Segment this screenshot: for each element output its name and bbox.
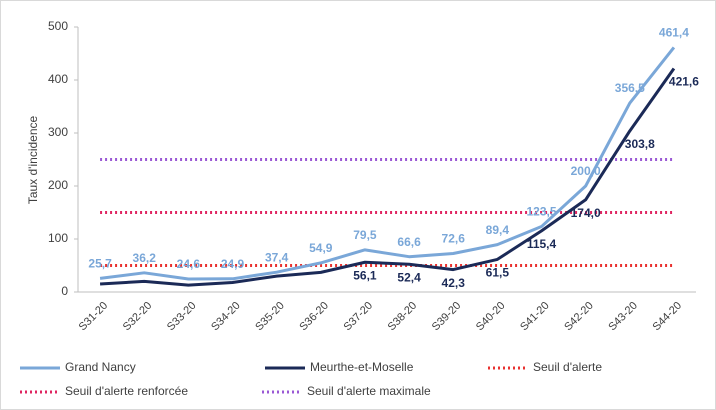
legend-label: Seuil d'alerte	[533, 360, 602, 374]
data-label: 25,7	[88, 257, 112, 271]
data-label: 356,5	[615, 81, 645, 95]
data-label: 123,5	[526, 205, 556, 219]
y-tick-label: 100	[48, 231, 68, 245]
data-label: 24,6	[177, 257, 201, 271]
data-label: 174,0	[571, 206, 601, 220]
data-label: 115,4	[527, 237, 557, 251]
legend-label: Seuil d'alerte maximale	[307, 384, 431, 398]
data-label: 79,5	[353, 228, 377, 242]
y-tick-label: 300	[48, 125, 68, 139]
data-label: 24,9	[221, 257, 245, 271]
data-label: 54,9	[309, 241, 333, 255]
y-tick-label: 0	[61, 284, 68, 298]
data-label: 89,4	[486, 223, 510, 237]
series-line	[99, 67, 676, 287]
data-label: 66,6	[397, 235, 421, 249]
data-label: 37,4	[265, 250, 289, 264]
y-tick-label: 500	[48, 19, 68, 33]
data-label: 461,4	[659, 26, 689, 40]
data-label: 36,2	[133, 251, 157, 265]
legend-label: Meurthe-et-Moselle	[310, 360, 414, 374]
data-label: 56,1	[353, 268, 377, 282]
data-label: 200,0	[571, 164, 601, 178]
legend-label: Grand Nancy	[65, 360, 136, 374]
legend-label: Seuil d'alerte renforcée	[65, 384, 188, 398]
y-tick-label: 400	[48, 72, 68, 86]
data-label: 72,6	[442, 232, 466, 246]
data-label: 61,5	[486, 266, 510, 280]
data-label: 421,6	[669, 75, 699, 89]
y-tick-label: 200	[48, 178, 68, 192]
data-label: 52,4	[397, 270, 421, 284]
series-line	[99, 46, 676, 281]
y-axis-label: Taux d'incidence	[26, 116, 40, 205]
data-label: 303,8	[625, 137, 655, 151]
data-label: 42,3	[442, 276, 466, 290]
